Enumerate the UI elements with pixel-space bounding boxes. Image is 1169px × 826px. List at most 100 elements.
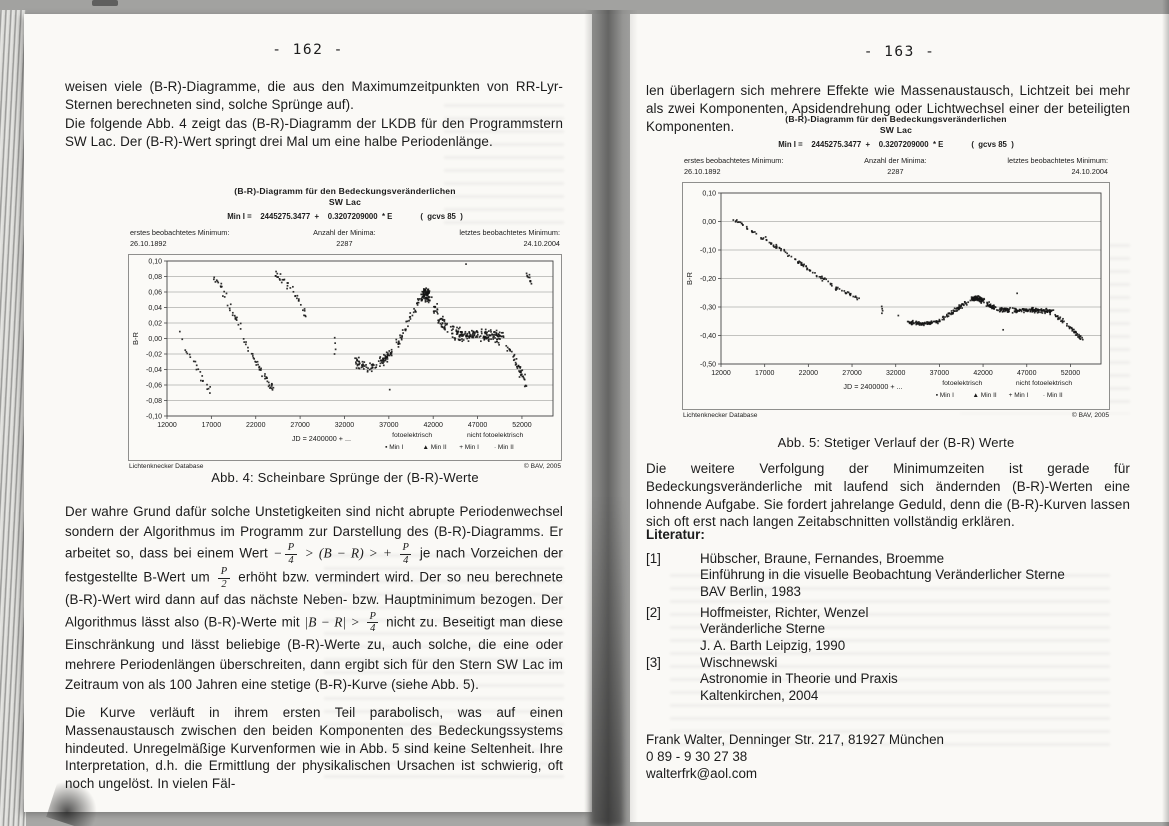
page-162: - 162 - weisen viele (B-R)-Diagramme, di… xyxy=(24,14,592,812)
literature-text: Wischnewski Astronomie in Theorie und Pr… xyxy=(700,655,898,703)
first-minimum: erstes beobachtetes Minimum: 26.10.1892 xyxy=(130,228,229,249)
literature-number: [2] xyxy=(646,605,661,620)
literature-heading: Literatur: xyxy=(646,527,705,542)
chart-footer: Lichtenknecker Database © BAV, 2005 xyxy=(682,412,1110,419)
svg-text:-0,40: -0,40 xyxy=(700,333,716,340)
chart-title: (B-R)-Diagramm für den Bedeckungsverände… xyxy=(785,114,1007,124)
svg-text:0,10: 0,10 xyxy=(702,190,716,197)
svg-text:0,06: 0,06 xyxy=(148,289,162,296)
chart-source: Lichtenknecker Database xyxy=(129,462,204,470)
figure-caption-abb4: Abb. 4: Scheinbare Sprünge der (B-R)-Wer… xyxy=(211,470,479,485)
chart-ephemeris: Min I = 2445275.3477 + 0.3207209000 * E … xyxy=(128,212,562,221)
minima-count-value: 2287 xyxy=(336,239,353,249)
svg-text:-0,02: -0,02 xyxy=(146,351,162,358)
literature-number: [3] xyxy=(646,655,661,670)
svg-text:47000: 47000 xyxy=(468,422,488,429)
chart-footer: Lichtenknecker Database © BAV, 2005 xyxy=(128,463,562,470)
svg-text:0,00: 0,00 xyxy=(148,336,162,343)
page-number: - 163 - xyxy=(863,44,936,60)
math-comparison: > (B − R) > + xyxy=(299,545,398,561)
last-minimum-value: 24.10.2004 xyxy=(1071,167,1108,177)
paragraph: weisen viele (B-R)-Diagramme, die aus de… xyxy=(65,79,563,112)
last-minimum: letztes beobachtetes Minimum: 24.10.2004 xyxy=(1007,156,1108,177)
svg-text:JD = 2400000 + ...: JD = 2400000 + ... xyxy=(292,434,351,443)
math-minus: − xyxy=(273,545,283,561)
chart-copyright: © BAV, 2005 xyxy=(1071,411,1109,419)
paragraph: Die weitere Verfolgung der Minimumzeiten… xyxy=(646,461,1130,530)
svg-text:-0,30: -0,30 xyxy=(700,304,716,311)
svg-text:22000: 22000 xyxy=(799,370,819,377)
chart-copyright: © BAV, 2005 xyxy=(523,462,561,470)
svg-text:0,00: 0,00 xyxy=(702,219,716,226)
chart-source: Lichtenknecker Database xyxy=(683,411,758,419)
figure-abb4: (B-R)-Diagramm für den Bedeckungsverände… xyxy=(128,186,562,470)
chart-minima-info: erstes beobachtetes Minimum: 26.10.1892 … xyxy=(128,228,562,249)
svg-text:32000: 32000 xyxy=(335,422,355,429)
svg-text:· Min II: · Min II xyxy=(494,444,514,451)
svg-text:-0,20: -0,20 xyxy=(700,276,716,283)
chart-plot-frame: 0,10 0,00 -0,10 -0,20 -0,30 -0,40 -0,50 12000 17… xyxy=(682,181,1110,410)
svg-text:▪ Min I: ▪ Min I xyxy=(385,444,403,451)
svg-text:+ Min I: + Min I xyxy=(459,444,479,451)
svg-text:-0,08: -0,08 xyxy=(146,398,162,405)
literature-text: Hübscher, Braune, Fernandes, Broemme Ein… xyxy=(700,551,1065,599)
svg-text:B-R: B-R xyxy=(131,331,140,345)
author-phone: 0 89 - 9 30 27 38 xyxy=(646,749,748,765)
first-minimum-label: erstes beobachtetes Minimum: xyxy=(130,228,230,238)
svg-text:52000: 52000 xyxy=(1061,370,1081,377)
minima-count-label: Anzahl der Minima: xyxy=(864,156,927,166)
chart-subtitle: SW Lac xyxy=(879,124,913,135)
svg-text:42000: 42000 xyxy=(973,370,993,377)
svg-text:-0,10: -0,10 xyxy=(700,247,716,254)
svg-text:▪ Min I: ▪ Min I xyxy=(936,392,954,399)
first-minimum-label: erstes beobachtetes Minimum: xyxy=(684,156,784,166)
ephemeris-note: ( gcvs 85 ) xyxy=(420,212,463,222)
text-run: erhöht bzw. vermindert wird. Der so neu … xyxy=(65,569,563,630)
page-number: - 162 - xyxy=(272,42,344,58)
svg-text:fotoelektrisch: fotoelektrisch xyxy=(392,432,432,439)
svg-text:17000: 17000 xyxy=(755,370,775,377)
svg-text:12000: 12000 xyxy=(157,422,177,429)
svg-text:▲ Min II: ▲ Min II xyxy=(423,444,447,451)
literature-entry: [2] Hoffmeister, Richter, Wenzel Verände… xyxy=(646,605,1130,654)
last-minimum-value: 24.10.2004 xyxy=(523,239,560,249)
svg-text:B-R: B-R xyxy=(685,271,694,285)
svg-text:-0,06: -0,06 xyxy=(146,382,162,389)
literature-text: Hoffmeister, Richter, Wenzel Veränderlic… xyxy=(700,605,869,653)
svg-text:-0,10: -0,10 xyxy=(146,413,162,420)
page-163: - 163 - len überlagern sich mehrere Effe… xyxy=(630,14,1169,822)
literature-number: [1] xyxy=(646,551,661,566)
minima-count: Anzahl der Minima: 2287 xyxy=(313,228,375,249)
first-minimum-value: 26.10.1892 xyxy=(684,167,721,177)
last-minimum-label: letztes beobachtetes Minimum: xyxy=(459,228,560,238)
svg-text:nicht fotoelektrisch: nicht fotoelektrisch xyxy=(1016,380,1073,387)
figure-abb5: (B-R)-Diagramm für den Bedeckungsverände… xyxy=(682,114,1110,419)
svg-text:12000: 12000 xyxy=(711,370,731,377)
svg-text:27000: 27000 xyxy=(290,422,310,429)
author-email: walterfrk@aol.com xyxy=(646,766,758,782)
svg-text:0,08: 0,08 xyxy=(148,274,162,281)
text-run: je nach Vorzeichen der festgestellte B-W… xyxy=(65,545,563,585)
minima-count-label: Anzahl der Minima: xyxy=(313,228,376,238)
scatter-plot-abb5: 0,10 0,00 -0,10 -0,20 -0,30 -0,40 -0,50 12000 17… xyxy=(685,190,1102,399)
paragraph: Die folgende Abb. 4 zeigt das (B-R)-Diag… xyxy=(65,116,563,149)
chart-minima-info: erstes beobachtetes Minimum: 26.10.1892 … xyxy=(682,156,1110,177)
svg-text:-0,04: -0,04 xyxy=(146,367,162,374)
chart-ephemeris: Min I = 2445275.3477 + 0.3207209000 * E … xyxy=(682,140,1110,149)
book-spine-shadow xyxy=(584,10,638,826)
chart-plot-frame: 0,10 0,08 0,06 0,04 0,02 0,00 -0,02 -0,04 -0,06 -… xyxy=(128,253,562,461)
scan-artifact xyxy=(92,0,118,6)
svg-text:▲ Min II: ▲ Min II xyxy=(973,392,997,399)
first-minimum-value: 26.10.1892 xyxy=(130,239,167,249)
svg-text:0,04: 0,04 xyxy=(148,305,162,312)
svg-text:· Min II: · Min II xyxy=(1043,392,1063,399)
paragraph: Die Kurve verläuft in ihrem ersten Teil … xyxy=(65,705,563,792)
last-minimum: letztes beobachtetes Minimum: 24.10.2004 xyxy=(459,228,560,249)
page-stack-edge xyxy=(0,10,26,826)
ephemeris-formula: Min I = 2445275.3477 + 0.3207209000 * E xyxy=(778,140,944,150)
text-run: Der wahre Grund dafür solche Unstetigkei… xyxy=(65,504,563,561)
svg-text:-0,50: -0,50 xyxy=(700,361,716,368)
